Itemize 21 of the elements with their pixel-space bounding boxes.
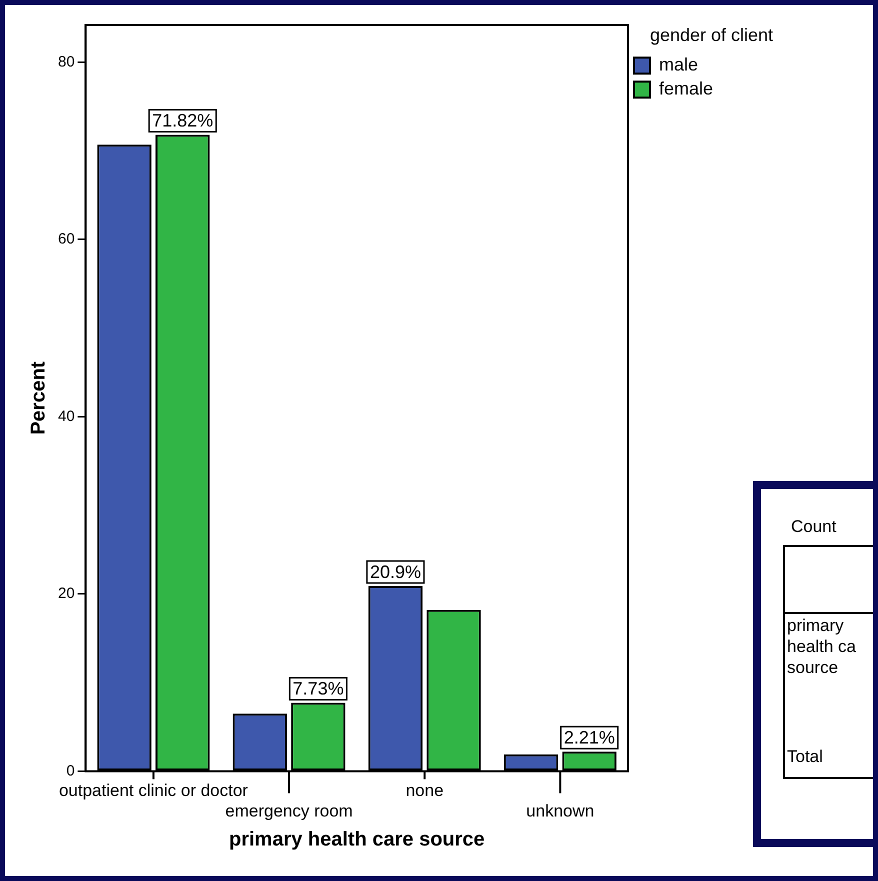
data-label: 7.73% xyxy=(292,678,344,699)
y-axis-title: Percent xyxy=(28,361,50,435)
y-tick-label: 60 xyxy=(58,230,75,248)
text: primary health ca source xyxy=(787,615,857,678)
legend-label: female xyxy=(658,78,714,99)
y-tick-label: 40 xyxy=(58,408,75,425)
text: Total xyxy=(787,747,823,767)
x-tick-label: unknown xyxy=(526,801,594,820)
data-label: 71.82% xyxy=(152,110,214,131)
x-axis-title: primary health care source xyxy=(228,828,485,851)
data-label: 20.9% xyxy=(370,562,421,582)
x-tick-label: emergency room xyxy=(225,801,353,820)
y-tick-label: 0 xyxy=(66,762,75,780)
legend-label: male xyxy=(658,54,698,75)
text: Count xyxy=(791,517,836,537)
legend-title: gender of client xyxy=(650,24,774,45)
y-tick-label: 20 xyxy=(58,585,75,602)
y-tick-label: 80 xyxy=(58,53,75,70)
data-label: 2.21% xyxy=(564,728,615,748)
x-tick-label: outpatient clinic or doctor xyxy=(58,781,248,800)
x-tick-label: none xyxy=(406,781,444,800)
